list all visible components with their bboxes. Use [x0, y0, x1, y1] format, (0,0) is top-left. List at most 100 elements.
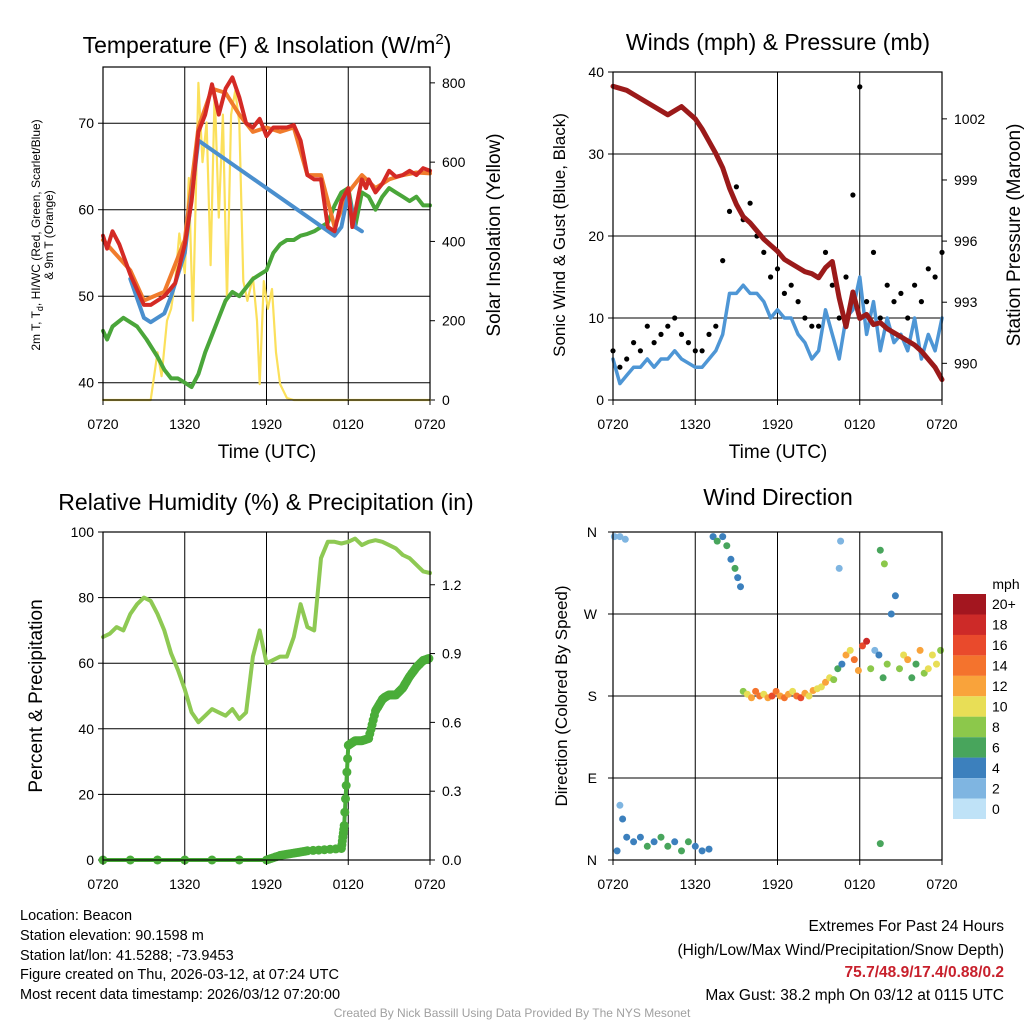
temperature-y-tick-label: 40	[78, 375, 94, 391]
direction-point	[900, 651, 908, 659]
direction-point	[850, 656, 858, 664]
relative-humidity-line	[101, 536, 432, 725]
gust-point	[692, 348, 698, 354]
direction-x-tick-label: 1320	[680, 876, 711, 892]
colorbar-label: 18	[992, 617, 1008, 633]
footer-location: Location: Beacon	[20, 908, 133, 924]
precipitation-point	[342, 767, 352, 777]
direction-x-tick-label: 0720	[597, 876, 628, 892]
direction-point	[842, 651, 850, 659]
direction-point	[723, 542, 731, 550]
humidity-y2-tick-label: 1.2	[442, 577, 462, 593]
colorbar-swatch	[953, 798, 986, 819]
gust-point	[870, 249, 877, 255]
direction-point	[752, 687, 760, 695]
gust-point	[637, 348, 644, 354]
direction-point	[830, 676, 838, 684]
colorbar-label: 0	[992, 801, 1000, 817]
gust-point	[802, 315, 808, 321]
gust-point	[617, 364, 623, 370]
humidity-y2-tick-label: 0.6	[442, 714, 462, 730]
temperature-x-axis-label: Time (UTC)	[218, 442, 317, 463]
temperature-x-tick-label: 0120	[333, 416, 364, 432]
winds-panel-title: Winds (mph) & Pressure (mb)	[626, 29, 930, 55]
gust-point	[912, 282, 918, 288]
winds-y2-tick-label: 993	[954, 294, 978, 310]
direction-point	[705, 845, 713, 853]
direction-y-tick-label: N	[587, 524, 597, 540]
footer-elevation: Station elevation: 90.1598 m	[20, 928, 204, 944]
colorbar-label: 2	[992, 780, 1000, 796]
colorbar-label: 12	[992, 678, 1008, 694]
direction-point	[835, 564, 843, 572]
direction-point	[684, 838, 692, 846]
precipitation-point	[341, 781, 351, 790]
humidity-y2-tick-label: 0.0	[442, 852, 462, 868]
gust-point	[918, 299, 925, 305]
winds-x-axis-label: Time (UTC)	[729, 442, 828, 463]
temperature-left-axis-label: 2m T, Td, HI/WC (Red, Green, Scarlet/Blu…	[29, 119, 56, 350]
temperature-x-tick-label: 0720	[414, 416, 445, 432]
direction-point	[896, 665, 903, 673]
temperature-y-tick-label: 70	[78, 115, 94, 131]
temperature-y2-tick-label: 600	[442, 154, 466, 170]
gust-point	[733, 184, 740, 190]
direction-point	[650, 838, 658, 846]
humidity-x-tick-label: 1320	[169, 876, 200, 892]
humidity-x-tick-label: 0720	[87, 876, 118, 892]
direction-point	[616, 801, 624, 809]
gust-point	[713, 323, 719, 329]
direction-point	[876, 546, 884, 554]
precipitation-point	[340, 807, 350, 817]
svg-text:2m T, Td, HI/WC (Red, Green, S: 2m T, Td, HI/WC (Red, Green, Scarlet/Blu…	[29, 119, 45, 350]
direction-point	[867, 665, 875, 673]
gust-point	[651, 340, 657, 346]
gust-point	[822, 249, 829, 255]
temperature-y-tick-label: 50	[78, 288, 94, 304]
max-gust: Max Gust: 38.2 mph On 03/12 at 0115 UTC	[705, 987, 1004, 1004]
direction-point	[748, 694, 755, 702]
colorbar-swatch	[953, 716, 986, 738]
direction-point	[678, 847, 685, 855]
temperature-panel-title: Temperature (F) & Insolation (W/m2)	[83, 31, 452, 58]
gust-point	[665, 323, 671, 329]
humidity-y-tick-label: 20	[78, 786, 94, 802]
gust-point	[843, 274, 849, 280]
colorbar-label: 10	[992, 699, 1008, 715]
winds-x-tick-label: 0720	[926, 416, 957, 432]
winds-right-axis-label: Station Pressure (Maroon)	[1004, 124, 1024, 347]
colorbar-swatch	[953, 737, 986, 758]
direction-point	[928, 651, 936, 659]
colorbar-swatch	[953, 634, 986, 656]
dewpoint-line	[101, 186, 432, 389]
humidity-plot: 0 20 40 60 80 100 0.0 0.3 0.6 0.9 1.2 0720 1320 1920 0…	[71, 524, 462, 892]
direction-point	[789, 687, 797, 695]
extremes-values: 75.7/48.9/17.4/0.88/0.2	[844, 964, 1004, 981]
precipitation-point	[343, 754, 353, 764]
gust-point	[877, 315, 883, 321]
direction-point	[621, 535, 629, 543]
direction-point	[616, 533, 624, 541]
colorbar-title: mph	[992, 576, 1019, 592]
direction-point	[623, 833, 631, 841]
svg-text:& 9m T (Orange): & 9m T (Orange)	[42, 190, 56, 280]
direction-point	[859, 642, 866, 650]
direction-point	[838, 660, 846, 668]
humidity-panel-title: Relative Humidity (%) & Precipitation (i…	[58, 489, 473, 515]
footer-recent-data: Most recent data timestamp: 2026/03/12 0…	[20, 987, 341, 1003]
direction-point	[709, 533, 717, 541]
precipitation-point	[341, 794, 350, 804]
direction-y-tick-label: W	[584, 606, 598, 622]
winds-y-tick-label: 10	[588, 310, 604, 326]
credit-line: Created By Nick Bassill Using Data Provi…	[333, 1006, 691, 1020]
sonic-wind-line	[611, 275, 944, 386]
direction-point	[920, 669, 928, 677]
gust-point	[685, 340, 692, 346]
winds-y-tick-label: 30	[588, 146, 604, 162]
gust-point	[864, 299, 870, 305]
winds-plot: 0 10 20 30 40 990 993 996 999 1002 0720 1320 1920 012…	[588, 64, 985, 432]
gust-point	[672, 315, 678, 321]
direction-point	[772, 687, 780, 695]
direction-point	[613, 847, 621, 855]
gust-point	[884, 282, 890, 288]
